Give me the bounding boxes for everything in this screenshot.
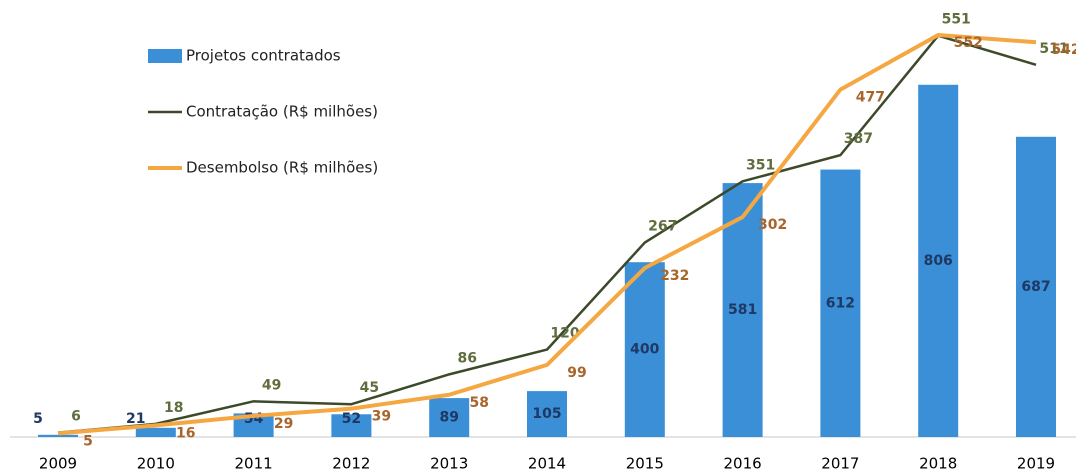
data-label: 45	[360, 380, 379, 396]
data-label: 511	[1039, 41, 1068, 57]
x-tick-label: 2011	[235, 455, 273, 473]
bar	[233, 413, 274, 437]
bar	[527, 391, 567, 437]
data-label: 86	[457, 350, 476, 366]
bar	[820, 169, 861, 437]
x-tick-label: 2015	[626, 455, 664, 473]
line	[57, 34, 1037, 434]
data-label: 477	[856, 90, 885, 106]
bar	[331, 414, 372, 437]
bar	[38, 434, 78, 437]
data-label: 267	[648, 219, 677, 235]
data-label: 21	[126, 411, 145, 427]
data-label: 18	[164, 400, 183, 416]
data-label: 687	[1021, 279, 1050, 295]
data-label: 16	[176, 425, 195, 441]
x-tick-label: 2013	[430, 455, 468, 473]
x-tick-label: 2019	[1017, 455, 1055, 473]
line	[57, 32, 1037, 436]
bar	[1016, 136, 1056, 437]
data-label: 6	[71, 409, 81, 425]
legend-swatch	[148, 49, 182, 63]
data-label: 232	[660, 268, 689, 284]
x-tick-label: 2017	[821, 455, 859, 473]
bar	[429, 398, 470, 437]
x-tick-label: 2018	[919, 455, 957, 473]
data-label: 29	[274, 416, 293, 432]
x-tick-label: 2009	[39, 455, 77, 473]
data-label: 542	[1051, 42, 1076, 58]
data-label: 49	[262, 377, 281, 393]
data-label: 105	[532, 406, 561, 422]
x-tick-label: 2014	[528, 455, 566, 473]
data-label: 302	[758, 217, 787, 233]
data-label: 351	[746, 157, 775, 173]
data-label: 52	[342, 411, 361, 427]
x-tick-label: 2010	[137, 455, 175, 473]
bar	[624, 262, 665, 437]
data-label: 39	[372, 409, 391, 425]
bar	[918, 84, 959, 437]
bar	[135, 427, 176, 437]
data-label: 612	[826, 295, 855, 311]
data-label: 5	[83, 433, 93, 449]
x-tick-label: 2012	[332, 455, 370, 473]
data-label: 551	[942, 12, 971, 28]
data-label: 552	[954, 35, 983, 51]
data-label: 806	[924, 253, 953, 269]
legend-label: Contratação (R$ milhões)	[186, 103, 378, 121]
data-label: 581	[728, 302, 757, 318]
data-label: 400	[630, 342, 659, 358]
data-label: 387	[844, 131, 873, 147]
x-tick-label: 2016	[724, 455, 762, 473]
data-label: 58	[469, 395, 488, 411]
data-label: 89	[439, 410, 458, 426]
data-label: 5	[33, 411, 43, 427]
data-label: 99	[567, 365, 586, 381]
legend-label: Projetos contratados	[186, 47, 341, 65]
legend-label: Desembolso (R$ milhões)	[186, 159, 378, 177]
